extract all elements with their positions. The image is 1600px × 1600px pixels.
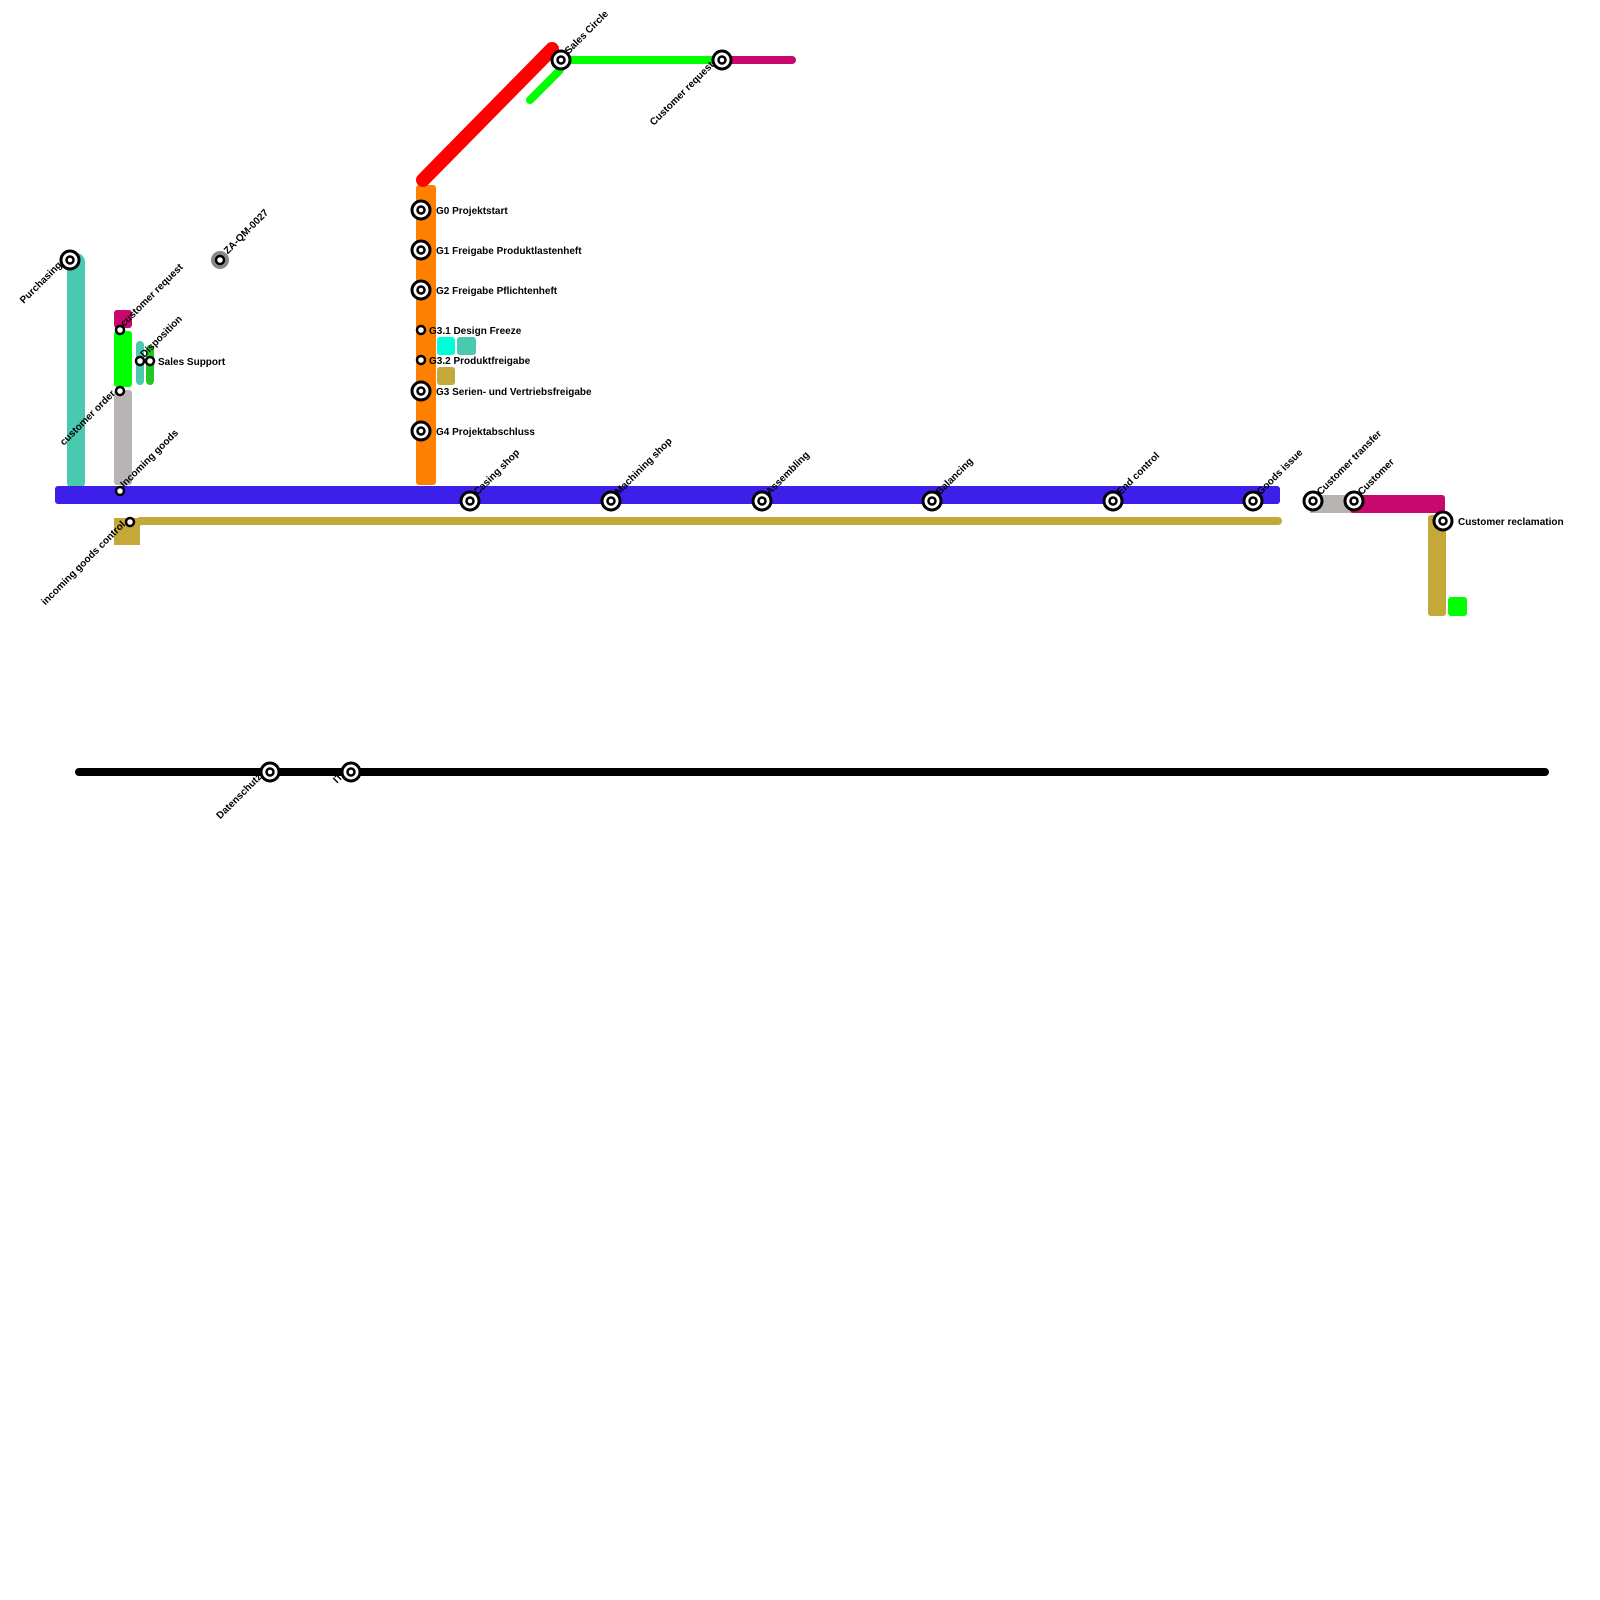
- station-label: G3.1 Design Freeze: [429, 326, 522, 337]
- station-label: incoming goods control: [40, 519, 128, 607]
- station-marker-icon: [124, 516, 136, 528]
- station-label: G0 Projektstart: [436, 206, 508, 217]
- station-g32[interactable]: G3.2 Produktfreigabe: [415, 354, 531, 367]
- station-center-icon: [556, 55, 566, 65]
- station-center-icon: [927, 496, 937, 506]
- station-center-icon: [1108, 496, 1118, 506]
- station-marker-icon: [415, 324, 427, 336]
- station-g31[interactable]: G3.1 Design Freeze: [415, 324, 522, 337]
- line-customer[interactable]: [1350, 495, 1445, 513]
- station-label: Purchasing: [18, 260, 64, 306]
- station-marker-icon: [114, 324, 126, 336]
- block-teal[interactable]: [457, 337, 476, 355]
- station-customer-reclamation[interactable]: Customer reclamation: [1432, 510, 1564, 532]
- station-label: G3.2 Produktfreigabe: [429, 356, 531, 367]
- station-label: Disposition: [139, 314, 185, 360]
- station-g2[interactable]: G2 Freigabe Pflichtenheft: [410, 279, 558, 301]
- station-center-icon: [1349, 496, 1359, 506]
- station-za-qm[interactable]: ZA-QM-0027: [211, 207, 271, 269]
- station-center-icon: [265, 767, 275, 777]
- station-marker-icon: [134, 355, 146, 367]
- line-order[interactable]: [114, 331, 132, 387]
- station-center-icon: [416, 426, 426, 436]
- station-label: Customer reclamation: [1458, 517, 1564, 528]
- line-sales-circle-diag[interactable]: [526, 66, 564, 104]
- station-g0[interactable]: G0 Projektstart: [410, 199, 508, 221]
- station-g4[interactable]: G4 Projektabschluss: [410, 420, 535, 442]
- station-marker-icon: [114, 485, 126, 497]
- station-g1[interactable]: G1 Freigabe Produktlastenheft: [410, 239, 582, 261]
- station-center-icon: [465, 496, 475, 506]
- station-center-icon: [65, 255, 75, 265]
- station-center-icon: [606, 496, 616, 506]
- station-label: Sales Support: [158, 357, 226, 368]
- station-marker-icon: [144, 355, 156, 367]
- station-label: Datenschutz: [215, 772, 265, 822]
- block-gold[interactable]: [437, 367, 455, 385]
- station-center-icon: [1308, 496, 1318, 506]
- station-center-icon: [717, 55, 727, 65]
- block-green[interactable]: [1448, 597, 1467, 616]
- station-label: Customer request: [648, 59, 717, 128]
- station-label: G1 Freigabe Produktlastenheft: [436, 246, 582, 257]
- station-center-icon: [1248, 496, 1258, 506]
- station-center-icon: [416, 205, 426, 215]
- line-logistics-start[interactable]: [114, 518, 148, 545]
- station-marker-icon: [114, 385, 126, 397]
- line-production[interactable]: [55, 486, 1280, 504]
- station-center-icon: [1438, 516, 1448, 526]
- station-it[interactable]: IT: [331, 761, 362, 786]
- station-incoming-goods-control[interactable]: incoming goods control: [40, 516, 136, 608]
- station-label: Goods issue: [1255, 447, 1306, 498]
- line-incoming[interactable]: [114, 390, 132, 485]
- station-g3[interactable]: G3 Serien- und Vertriebsfreigabe: [410, 380, 592, 402]
- station-label: G4 Projektabschluss: [436, 427, 535, 438]
- station-label: G3 Serien- und Vertriebsfreigabe: [436, 387, 592, 398]
- line-management[interactable]: [416, 42, 559, 187]
- station-center-icon: [214, 254, 226, 266]
- line-customer-request[interactable]: [114, 310, 132, 328]
- station-center-icon: [416, 245, 426, 255]
- line-reclamation[interactable]: [1428, 515, 1446, 616]
- station-label: G2 Freigabe Pflichtenheft: [436, 286, 558, 297]
- station-label: ZA-QM-0027: [222, 207, 271, 256]
- station-sales-support[interactable]: Sales Support: [144, 355, 226, 368]
- station-label: Sales Circle: [563, 8, 611, 56]
- station-marker-icon: [415, 354, 427, 366]
- station-center-icon: [757, 496, 767, 506]
- station-center-icon: [416, 285, 426, 295]
- station-center-icon: [416, 386, 426, 396]
- station-label: Customer: [1356, 457, 1397, 498]
- station-center-icon: [346, 767, 356, 777]
- block-cyan[interactable]: [437, 337, 455, 355]
